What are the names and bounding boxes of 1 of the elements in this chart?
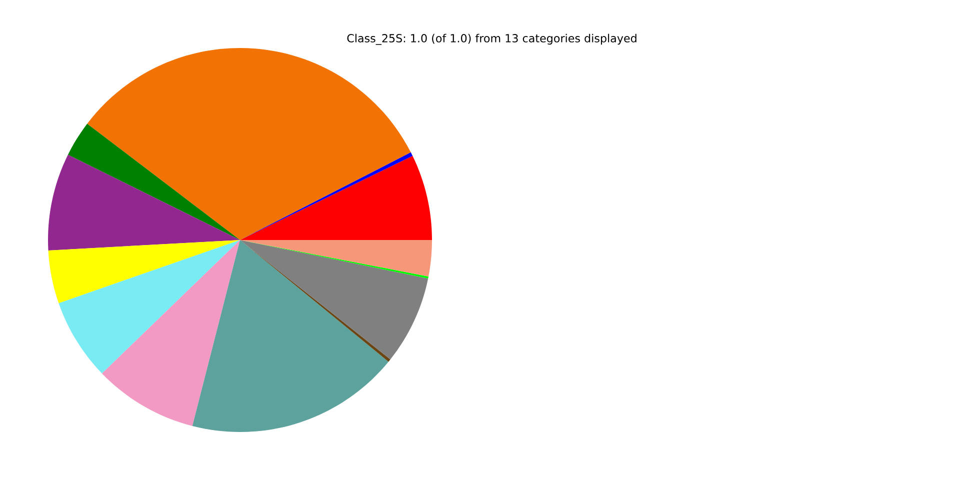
- text: Class_25S: 1.0 (of 1.0) from 13 categories displayed: [347, 34, 636, 45]
